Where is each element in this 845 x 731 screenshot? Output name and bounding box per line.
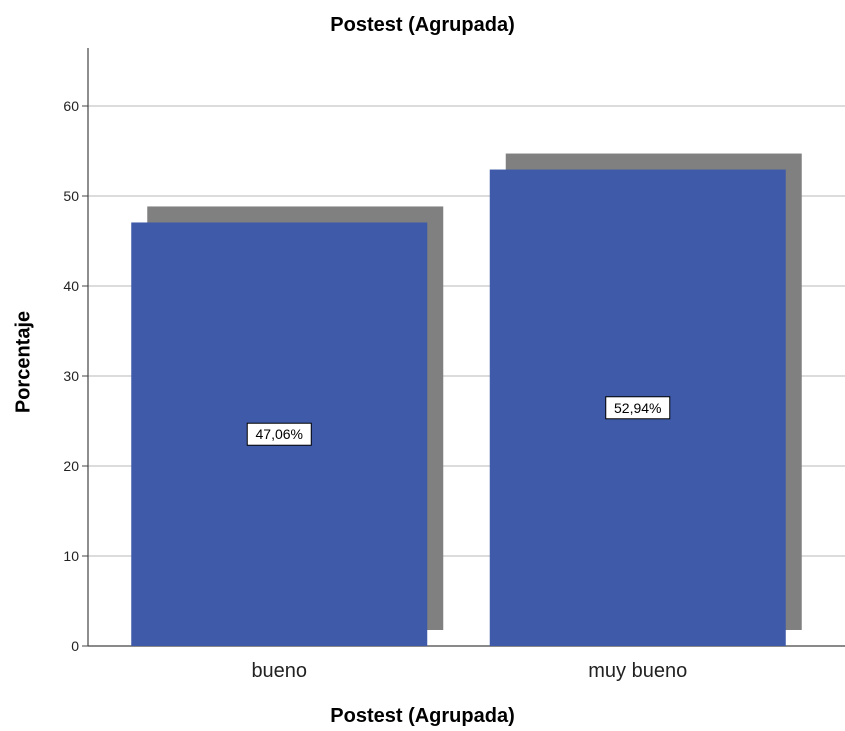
y-tick-label: 60 [63,98,79,114]
x-axis-label: Postest (Agrupada) [330,705,515,727]
chart-title: Postest (Agrupada) [330,14,515,36]
data-label: 52,94% [614,400,661,416]
data-label-box [246,422,312,446]
y-tick-label: 10 [63,548,79,564]
data-label-box [605,396,671,420]
y-tick-label: 0 [71,638,79,654]
x-tick-label: bueno [251,660,307,682]
y-tick-label: 50 [63,188,79,204]
x-tick-label: muy bueno [588,660,687,682]
y-tick-label: 40 [63,278,79,294]
y-tick-label: 30 [63,368,79,384]
data-label: 47,06% [256,426,303,442]
y-tick-label: 20 [63,458,79,474]
